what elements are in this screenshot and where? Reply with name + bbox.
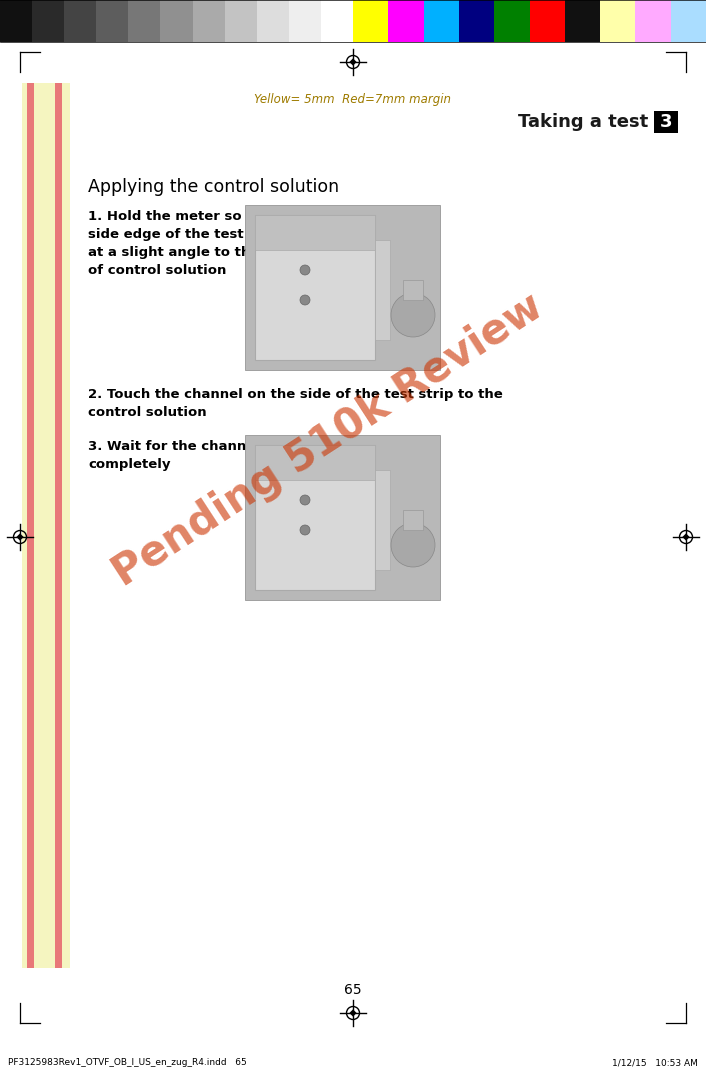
Circle shape: [300, 525, 310, 535]
Circle shape: [300, 295, 310, 305]
Bar: [600, 0, 635, 42]
Bar: [22, 83, 684, 968]
Bar: [225, 0, 257, 42]
Bar: [375, 470, 390, 570]
Bar: [388, 0, 424, 42]
Text: Applying the control solution: Applying the control solution: [88, 178, 339, 196]
Bar: [635, 0, 671, 42]
Bar: [403, 510, 423, 530]
Text: 1. Hold the meter so that the
side edge of the test strip is
at a slight angle t: 1. Hold the meter so that the side edge …: [88, 210, 306, 277]
Polygon shape: [349, 58, 357, 66]
Bar: [257, 0, 289, 42]
Text: 2. Touch the channel on the side of the test strip to the
control solution: 2. Touch the channel on the side of the …: [88, 388, 503, 419]
Bar: [128, 0, 160, 42]
Polygon shape: [683, 533, 690, 541]
Bar: [654, 111, 678, 133]
Circle shape: [300, 494, 310, 505]
Text: 1/12/15   10:53 AM: 1/12/15 10:53 AM: [612, 1058, 698, 1067]
Bar: [245, 205, 440, 370]
Circle shape: [391, 524, 435, 567]
Circle shape: [391, 293, 435, 336]
Bar: [403, 280, 423, 300]
Bar: [70, 83, 684, 968]
Text: PF3125983Rev1_OTVF_OB_I_US_en_zug_R4.indd   65: PF3125983Rev1_OTVF_OB_I_US_en_zug_R4.ind…: [8, 1058, 247, 1067]
Bar: [494, 0, 530, 42]
Bar: [64, 0, 96, 42]
Bar: [353, 0, 388, 42]
Bar: [160, 0, 193, 42]
Text: 3: 3: [659, 113, 672, 131]
Bar: [255, 445, 375, 590]
Text: 3. Wait for the channel to fill
completely: 3. Wait for the channel to fill complete…: [88, 440, 304, 471]
Bar: [27, 83, 34, 968]
Text: Yellow= 5mm  Red=7mm margin: Yellow= 5mm Red=7mm margin: [254, 94, 452, 106]
Polygon shape: [16, 533, 23, 541]
Bar: [530, 0, 565, 42]
Bar: [671, 0, 706, 42]
Bar: [459, 0, 494, 42]
Bar: [32, 0, 64, 42]
Bar: [255, 445, 375, 481]
Bar: [245, 435, 440, 600]
Bar: [375, 240, 390, 340]
Text: 65: 65: [345, 983, 361, 997]
Bar: [321, 0, 353, 42]
Bar: [193, 0, 225, 42]
Bar: [565, 0, 600, 42]
Bar: [255, 215, 375, 360]
Bar: [424, 0, 459, 42]
Circle shape: [300, 266, 310, 275]
Bar: [255, 215, 375, 250]
Bar: [289, 0, 321, 42]
Text: Pending 510k Review: Pending 510k Review: [105, 285, 551, 594]
Text: Taking a test: Taking a test: [517, 113, 648, 131]
Polygon shape: [349, 1009, 357, 1017]
Bar: [96, 0, 128, 42]
Bar: [0, 0, 32, 42]
Bar: [55, 83, 62, 968]
